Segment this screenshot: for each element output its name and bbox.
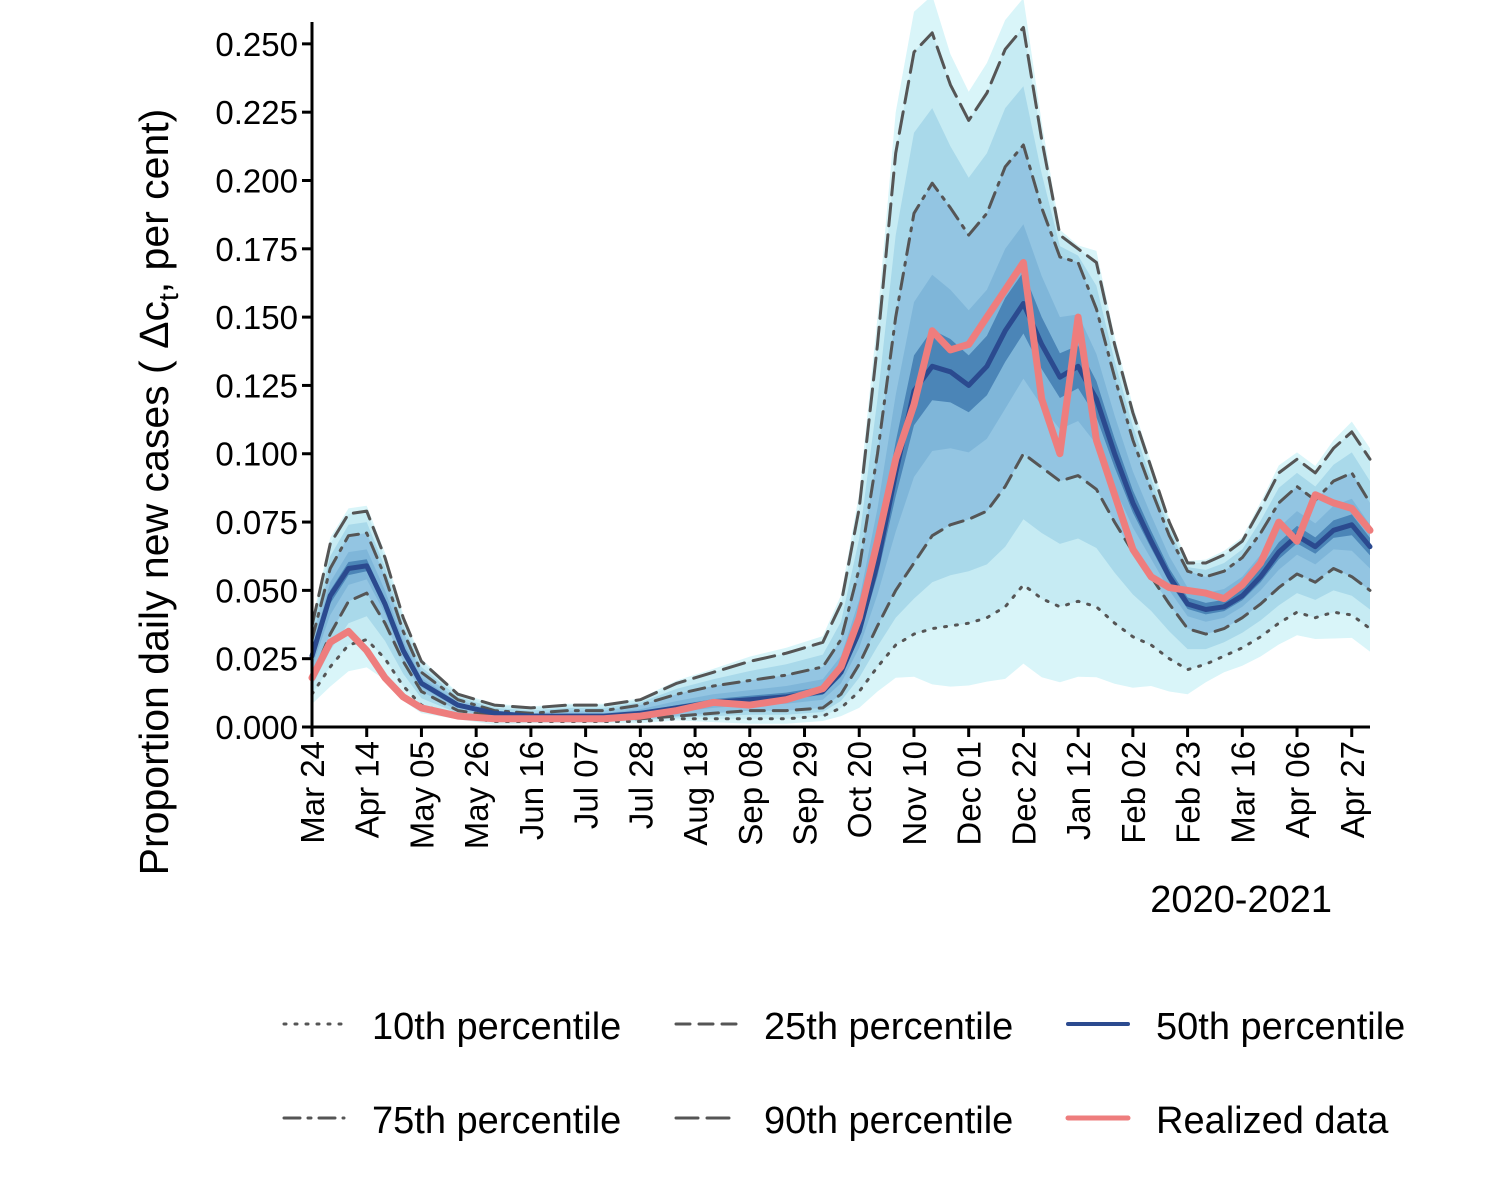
legend-label: 75th percentile [372,1100,621,1142]
legend-label: 10th percentile [372,1006,621,1048]
y-axis-ticks: 0.000 0.025 0.050 0.075 0.100 0.125 0.150 0.175… [215,26,312,746]
x-tick-label: Apr 14 [349,741,386,838]
axes: 0.000 0.025 0.050 0.075 0.100 0.125 0.150 0.175… [215,22,1371,849]
y-tick-label: 0.075 [215,504,298,541]
percentile-lines [308,26,1374,723]
y-axis-label: Proportion daily new cases ( Δct, per ce… [131,109,184,876]
series-line-50th-percentile [309,301,1373,719]
x-tick-label: Sep 29 [787,741,824,846]
y-tick-label: 0.225 [215,94,298,131]
x-axis-label: 2020-2021 [1150,879,1332,921]
legend-label: 50th percentile [1156,1006,1405,1048]
x-tick-label: Sep 08 [732,741,769,846]
y-tick-label: 0.025 [215,641,298,678]
y-tick-label: 0.100 [215,436,298,473]
x-tick-label: Aug 18 [677,741,714,846]
series-line-90th-percentile [310,26,1372,710]
y-tick-label: 0.050 [215,572,298,609]
x-tick-label: Jan 12 [1060,741,1097,840]
y-tick-label: 0.000 [215,709,298,746]
x-tick-label: May 05 [403,741,440,849]
x-tick-label: Mar 16 [1224,741,1261,844]
y-tick-label: 0.175 [215,231,298,268]
x-tick-label: Apr 27 [1334,741,1371,838]
y-tick-label: 0.200 [215,162,298,199]
y-tick-label: 0.250 [215,26,298,63]
x-tick-label: May 26 [458,741,495,849]
legend-label: 90th percentile [764,1100,1013,1142]
legend-label: 25th percentile [764,1006,1013,1048]
legend: 10th percentile 25th percentile 50th perce… [282,1006,1405,1142]
y-tick-label: 0.125 [215,367,298,404]
fan-chart-bands [312,0,1370,725]
legend-label: Realized data [1156,1100,1389,1142]
x-tick-label: Dec 01 [951,741,988,846]
x-tick-label: Jul 07 [568,741,605,829]
x-tick-label: Dec 22 [1005,741,1042,846]
x-tick-label: Feb 23 [1170,741,1207,844]
x-axis-ticks: Mar 24 Apr 14 May 05 May 26 Jun 16 Jul 07 Jul … [294,727,1371,849]
series-line-realized-data [308,259,1374,723]
x-tick-label: Feb 02 [1115,741,1152,844]
x-tick-label: Mar 24 [294,741,331,844]
series-line-75th-percentile [310,143,1372,715]
x-tick-label: Jul 28 [622,741,659,829]
x-tick-label: Jun 16 [513,741,550,840]
x-tick-label: Apr 06 [1279,741,1316,838]
x-tick-label: Nov 10 [896,741,933,846]
x-tick-label: Oct 20 [841,741,878,838]
y-tick-label: 0.150 [215,299,298,336]
